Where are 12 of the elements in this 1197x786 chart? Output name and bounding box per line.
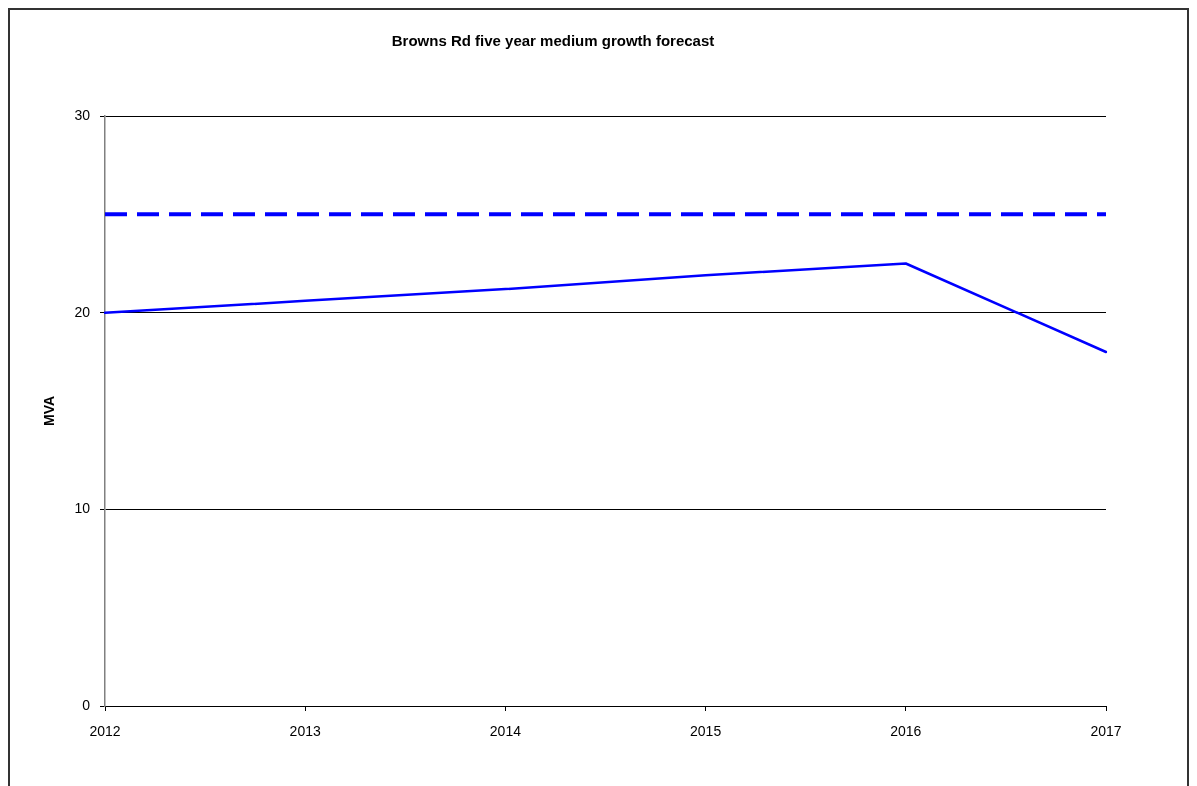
y-tick-label: 30 xyxy=(74,106,91,123)
x-tick-label: 2017 xyxy=(1090,723,1122,740)
y-tick-label: 0 xyxy=(82,696,91,713)
y-axis-title: MVA xyxy=(41,395,58,427)
y-tick-label: 20 xyxy=(74,303,91,320)
y-tick-label: 10 xyxy=(74,500,91,517)
x-tick-label: 2013 xyxy=(289,723,321,740)
x-tick-label: 2016 xyxy=(890,723,922,740)
x-tick-label: 2014 xyxy=(489,723,522,740)
x-tick-label: 2012 xyxy=(89,723,121,740)
x-tick-label: 2015 xyxy=(690,723,722,740)
chart-title: Browns Rd five year medium growth forecast xyxy=(391,32,715,50)
